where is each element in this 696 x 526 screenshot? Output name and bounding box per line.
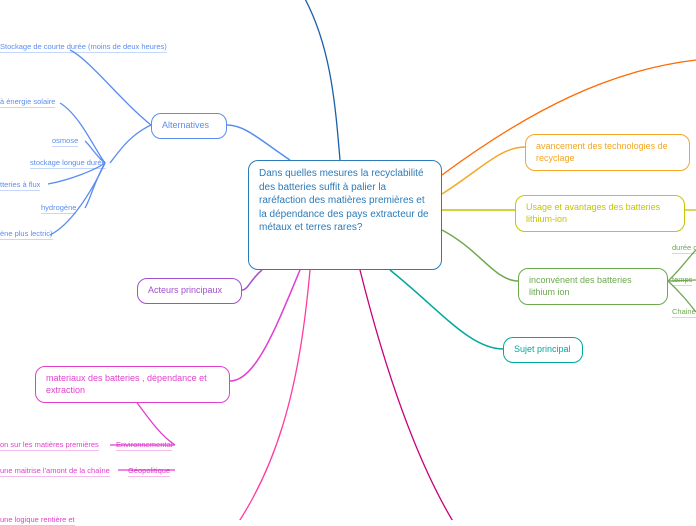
branch-usage[interactable]: Usage et avantages des batteries lithium…	[515, 195, 685, 232]
branch-alternatives[interactable]: Alternatives	[151, 113, 227, 139]
branch-acteurs[interactable]: Acteurs principaux	[137, 278, 242, 304]
leaf-alternatives-5: hydrogène	[41, 203, 76, 212]
leaf-inconvenient-0: durée charge	[672, 243, 696, 252]
leaf-materiaux-3: Géopolitique	[128, 466, 170, 475]
branch-avancement[interactable]: avancement des technologies de recyclage	[525, 134, 690, 171]
branch-inconvenient[interactable]: inconvénent des batteries lithium ion	[518, 268, 668, 305]
branch-sujet[interactable]: Sujet principal	[503, 337, 583, 363]
leaf-alternatives-6: ène plus lectric)	[0, 229, 53, 238]
center-node[interactable]: Dans quelles mesures la recyclabilité de…	[248, 160, 442, 270]
leaf-alternatives-3: stockage longue durée	[30, 158, 106, 167]
leaf-alternatives-2: osmose	[52, 136, 78, 145]
leaf-alternatives-4: tteries à flux	[0, 180, 40, 189]
leaf-alternatives-0: Stockage de courte durée (moins de deux …	[0, 42, 167, 51]
branch-materiaux[interactable]: materiaux des batteries , dépendance et …	[35, 366, 230, 403]
leaf-materiaux-0: on sur les matières premières	[0, 440, 99, 449]
leaf-alternatives-1: à énergie solaire	[0, 97, 55, 106]
leaf-inconvenient-2: Chaine	[672, 307, 696, 316]
leaf-inconvenient-1: temps	[672, 275, 692, 284]
leaf-materiaux-1: Environnemental	[116, 440, 172, 449]
leaf-materiaux-2: une maitrise l'amont de la chaîne	[0, 466, 110, 475]
